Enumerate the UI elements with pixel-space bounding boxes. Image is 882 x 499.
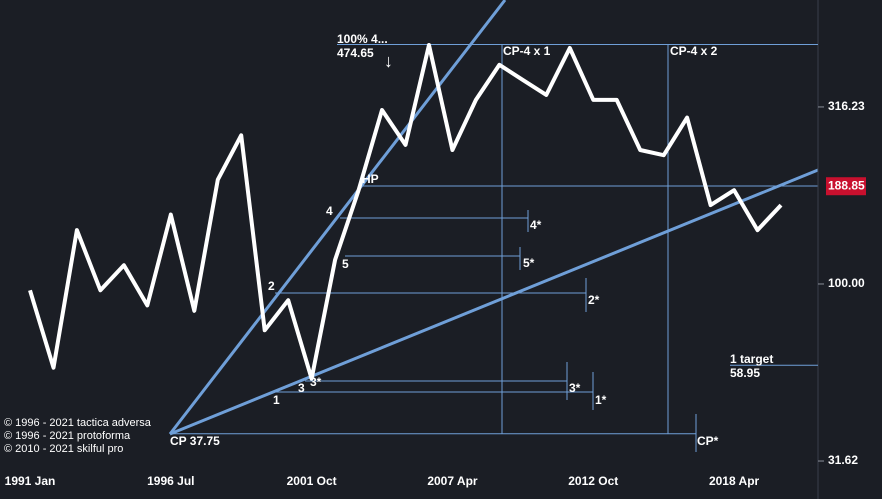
y-tick-label: 31.62: [828, 453, 858, 467]
last-price-label: 188.85: [828, 178, 865, 192]
level-label: 58.95: [730, 366, 760, 380]
annotation: 100% 4...: [337, 32, 388, 46]
annotation: 3*: [569, 381, 581, 395]
annotation: 1*: [595, 393, 607, 407]
annotation: 4: [326, 204, 333, 218]
annotation: ↓: [384, 51, 393, 71]
x-tick-label: 2012 Oct: [568, 474, 618, 488]
trend-line: [169, 168, 819, 436]
last-price-box: [826, 177, 866, 196]
annotation: 5: [342, 257, 349, 271]
annotation: CP-4 x 2: [670, 44, 718, 58]
annotation: 2: [268, 279, 275, 293]
x-tick-label: 2018 Apr: [709, 474, 760, 488]
guide-lines: [168, 0, 819, 499]
annotation: 5*: [523, 256, 535, 270]
y-tick-label: 100.00: [828, 276, 865, 290]
annotation: 3: [298, 381, 305, 395]
annotation: 4*: [530, 218, 542, 232]
level-label: 474.65: [337, 46, 374, 60]
annotation: 2*: [588, 293, 600, 307]
annotation: 1: [273, 393, 280, 407]
copyright: © 1996 - 2021 protoforma: [4, 430, 131, 442]
annotation: CP*: [697, 434, 719, 448]
price-line: [28, 43, 783, 381]
annotation: 3*: [310, 375, 322, 389]
copyright: © 2010 - 2021 skilful pro: [4, 443, 123, 455]
annotation: HP: [362, 172, 379, 186]
x-tick-label: 1991 Jan: [5, 474, 56, 488]
level-label: CP 37.75: [170, 434, 220, 448]
x-tick-label: 2007 Apr: [427, 474, 478, 488]
y-tick-label: 316.23: [828, 99, 865, 113]
annotation: 1 target: [730, 352, 773, 366]
x-tick-label: 1996 Jul: [147, 474, 194, 488]
x-tick-label: 2001 Oct: [287, 474, 337, 488]
annotation: CP-4 x 1: [503, 44, 551, 58]
copyright: © 1996 - 2021 tactica adversa: [4, 417, 152, 429]
trend-line: [168, 0, 507, 435]
